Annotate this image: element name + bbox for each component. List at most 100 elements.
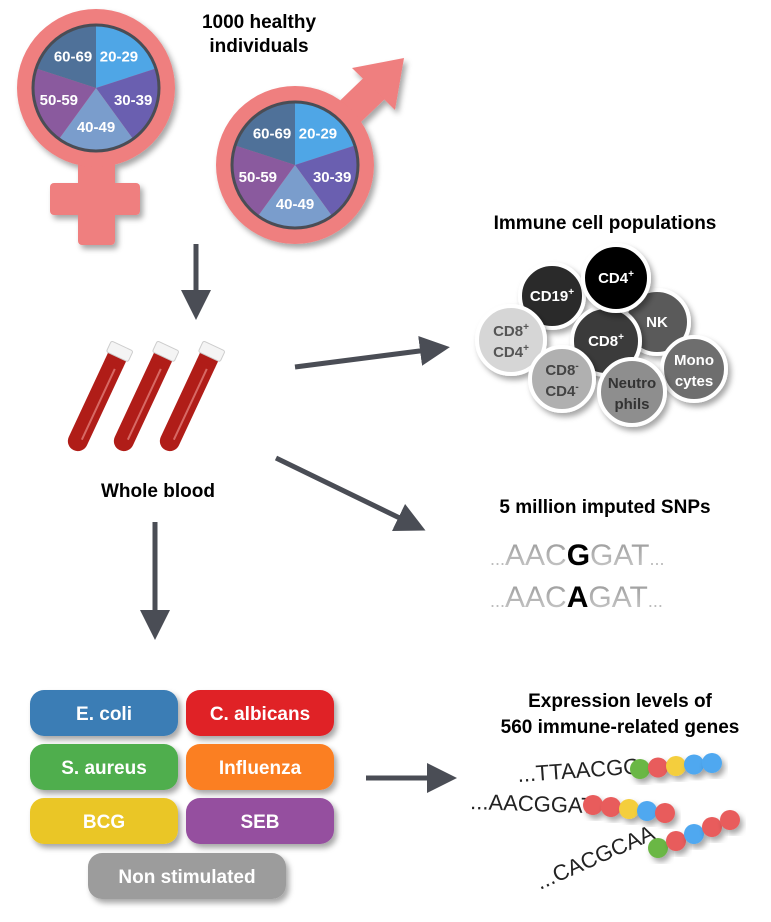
stimulus-seb: SEB [186, 798, 334, 844]
blood-tubes-icon [67, 341, 225, 452]
expression-bead [583, 795, 603, 815]
cell-label: NK [646, 314, 668, 331]
pie-slice [96, 25, 156, 88]
pie-slice [58, 88, 134, 151]
stimulus-label: Influenza [219, 758, 302, 779]
stimulus-influenza: Influenza [186, 744, 334, 790]
age-group-label: 40-49 [276, 196, 314, 213]
immune-cell: Neutro phils [597, 357, 667, 427]
arrow-blood-to-cells [294, 336, 450, 370]
pie-border [230, 100, 360, 230]
expression-title-line1: Expression levels of [528, 691, 712, 712]
pie-slice [96, 68, 159, 139]
stimulus-label: E. coli [76, 704, 132, 725]
pie-slice [295, 145, 358, 216]
expression-bead [720, 810, 740, 830]
age-group-label: 40-49 [77, 119, 115, 136]
flow-arrows [140, 244, 457, 793]
pie-slice [295, 102, 355, 165]
expression-bead [666, 831, 686, 851]
gene-sequence: ...TTAACGG [517, 753, 641, 787]
snp-variant: G [567, 539, 590, 572]
immune-cell: CD19+ [518, 262, 586, 330]
snp-variant: A [567, 581, 589, 614]
immune-cell: CD8+ CD4+ [475, 304, 547, 376]
expression-bead [702, 753, 722, 773]
age-group-label: 20-29 [100, 48, 138, 65]
gene-expression-row: ...TTAACGG [517, 753, 722, 787]
stimuli-grid: E. coli C. albicans S. aureus Influenza BCG S… [30, 690, 334, 899]
cell-label: CD8- [545, 361, 578, 379]
expression-beads: ...TTAACGG...AACGGAT...CACGCAA [470, 753, 740, 895]
age-group-label: 60-69 [54, 48, 92, 65]
expression-bead [630, 759, 650, 779]
blood-tube-icon [67, 341, 133, 452]
cell-label: Neutro [608, 375, 656, 392]
stimulus-label: BCG [83, 812, 125, 833]
pie-slice [235, 102, 295, 165]
expression-bead [648, 838, 668, 858]
cell-label: phils [614, 396, 649, 413]
pie-border [31, 23, 161, 153]
age-group-label: 30-39 [313, 169, 351, 186]
stimulus-bcg: BCG [30, 798, 178, 844]
snp-sequences: ...AACGGAT... ...AACAGAT... [490, 539, 665, 614]
immune-cell: CD4+ [581, 243, 651, 313]
cell-label: Mono [674, 352, 714, 369]
cell-label: CD4+ [598, 269, 634, 287]
gene-sequence: ...CACGCAA [532, 820, 659, 895]
immune-cell: Mono cytes [660, 335, 728, 403]
immune-cell: CD8- CD4- [528, 345, 596, 413]
cell-label: CD19+ [530, 287, 574, 305]
stimulus-non-stimulated: Non stimulated [88, 853, 286, 899]
cell-label: CD4- [545, 382, 578, 400]
cohort-title-line1: 1000 healthy [202, 12, 316, 33]
cohort-title-line2: individuals [209, 36, 308, 57]
expression-bead [666, 756, 686, 776]
immune-cells-title: Immune cell populations [494, 213, 717, 234]
expression-bead [619, 799, 639, 819]
expression-title-line2: 560 immune-related genes [501, 717, 740, 738]
stimulus-e-coli: E. coli [30, 690, 178, 736]
stimulus-s-aureus: S. aureus [30, 744, 178, 790]
stimulus-c-albicans: C. albicans [186, 690, 334, 736]
blood-tube-icon [159, 341, 225, 452]
age-group-label: 50-59 [239, 169, 277, 186]
expression-bead [684, 824, 704, 844]
expression-bead [655, 803, 675, 823]
cell-label: cytes [675, 373, 713, 390]
pie-slice [36, 25, 96, 88]
pie-slice [232, 145, 295, 216]
cell-label: CD8+ [493, 322, 529, 340]
snp-sequence: ...AACAGAT... [490, 581, 663, 614]
stimulus-label: S. aureus [61, 758, 147, 779]
age-group-label: 50-59 [40, 92, 78, 109]
cell-label: CD4+ [493, 343, 529, 361]
immune-cell-cluster: CD19+ NK CD8+ CD4+ CD8+ CD4+ Mono cytes CD8- CD4-… [475, 243, 728, 427]
blood-tube-icon [113, 341, 179, 452]
age-group-label: 20-29 [299, 125, 337, 142]
snps-title: 5 million imputed SNPs [499, 497, 710, 518]
arrow-blood-to-snps [274, 455, 426, 531]
gene-expression-row: ...CACGCAA [532, 810, 740, 895]
gene-sequence: ...AACGGAT [470, 789, 595, 818]
stimulus-label: SEB [240, 812, 279, 833]
gene-expression-row: ...AACGGAT [470, 789, 675, 823]
expression-bead [648, 757, 668, 778]
stimulus-label: C. albicans [210, 704, 310, 725]
expression-bead [637, 801, 657, 821]
expression-bead [702, 817, 722, 837]
age-group-label: 30-39 [114, 92, 152, 109]
pie-slice [257, 165, 333, 228]
stimulus-label: Non stimulated [118, 867, 255, 888]
age-group-label: 60-69 [253, 125, 291, 142]
female-age-pie: 20-29 30-39 40-49 50-59 60-69 [31, 23, 161, 153]
whole-blood-label: Whole blood [101, 481, 215, 502]
expression-bead [601, 797, 621, 817]
pie-slice [33, 68, 96, 139]
cell-label: CD8+ [588, 332, 624, 350]
snp-sequence: ...AACGGAT... [490, 539, 665, 572]
male-age-pie: 20-29 30-39 40-49 50-59 60-69 [230, 100, 360, 230]
expression-bead [684, 754, 704, 775]
